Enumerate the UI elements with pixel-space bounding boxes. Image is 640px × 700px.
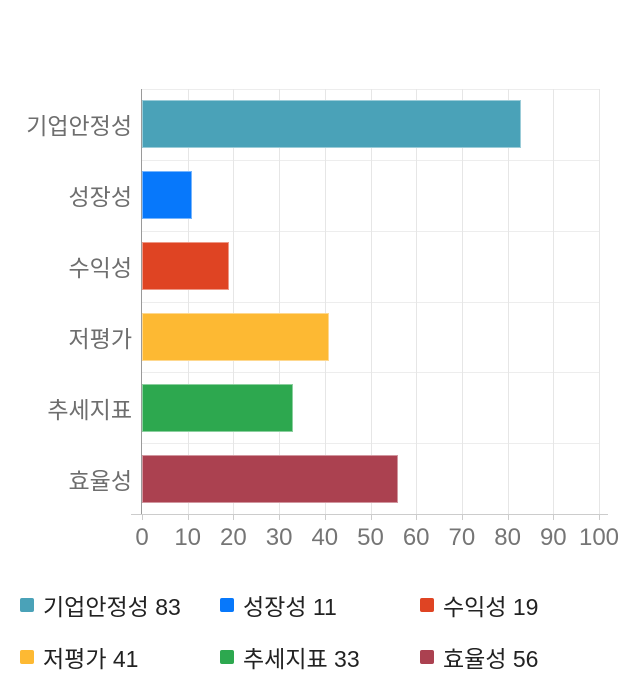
grid-line-vertical [553,89,555,514]
grid-line-vertical [461,89,463,514]
x-tick-label: 50 [357,524,384,551]
grid-line-vertical [279,89,281,514]
grid-line-vertical [507,89,509,514]
legend-item-수익성[interactable]: 수익성 19 [420,590,538,620]
category-label: 추세지표 [47,396,132,423]
bar-저평가[interactable] [142,312,330,361]
legend-item-효율성[interactable]: 효율성 56 [420,642,538,672]
bar-기업안정성[interactable] [142,100,522,149]
legend-swatch [220,598,234,612]
grid-line-vertical [187,89,189,514]
x-axis-tick [233,514,235,520]
x-axis-tick [142,514,143,520]
legend-item-저평가[interactable]: 저평가 41 [20,642,138,672]
grid-line-vertical [233,89,235,514]
x-tick-label: 30 [265,524,293,551]
x-tick-label: 70 [448,524,476,551]
legend-label: 효율성 56 [443,646,539,672]
x-tick-label: 100 [578,524,620,551]
x-tick-label: 80 [494,524,521,551]
value-axis-line [131,514,608,515]
x-tick-label: 10 [174,524,202,551]
x-axis-tick [461,514,463,520]
x-axis-tick [553,514,555,520]
category-axis-line [141,89,142,514]
bar-추세지표[interactable] [142,383,293,432]
grid-line-vertical [416,89,418,514]
category-label: 수익성 [68,255,132,282]
x-tick-label: 40 [311,524,339,551]
x-axis-tick [279,514,281,520]
bar-성장성[interactable] [142,171,193,220]
legend-item-추세지표[interactable]: 추세지표 33 [220,642,360,672]
grid-line-vertical [599,89,600,514]
bar-수익성[interactable] [142,242,229,291]
x-tick-label: 20 [220,524,247,551]
x-tick-label: 60 [402,524,430,551]
grid-line-vertical [324,89,326,514]
x-tick-label: 0 [135,524,149,551]
x-axis-tick [599,514,600,520]
legend-label: 추세지표 33 [243,646,360,672]
legend-swatch [20,650,34,664]
x-axis-tick [370,514,372,520]
legend-label: 기업안정성 83 [43,594,181,620]
bar-효율성[interactable] [142,454,398,503]
legend-swatch [420,650,434,664]
category-label: 성장성 [68,184,132,211]
x-axis-tick [324,514,326,520]
category-label: 저평가 [68,325,132,352]
legend-item-기업안정성[interactable]: 기업안정성 83 [20,590,181,620]
legend-swatch [20,598,34,612]
legend-item-성장성[interactable]: 성장성 11 [220,590,337,620]
legend-swatch [220,650,234,664]
grid-line-vertical [370,89,372,514]
x-axis-tick [416,514,418,520]
category-label: 효율성 [68,467,132,494]
legend-label: 성장성 11 [243,594,337,620]
x-axis-tick [187,514,189,520]
x-tick-label: 90 [539,524,567,551]
legend-label: 저평가 41 [43,646,139,672]
legend-label: 수익성 19 [443,594,539,620]
category-label: 기업안정성 [26,113,132,140]
legend-swatch [420,598,434,612]
x-axis-tick [507,514,509,520]
